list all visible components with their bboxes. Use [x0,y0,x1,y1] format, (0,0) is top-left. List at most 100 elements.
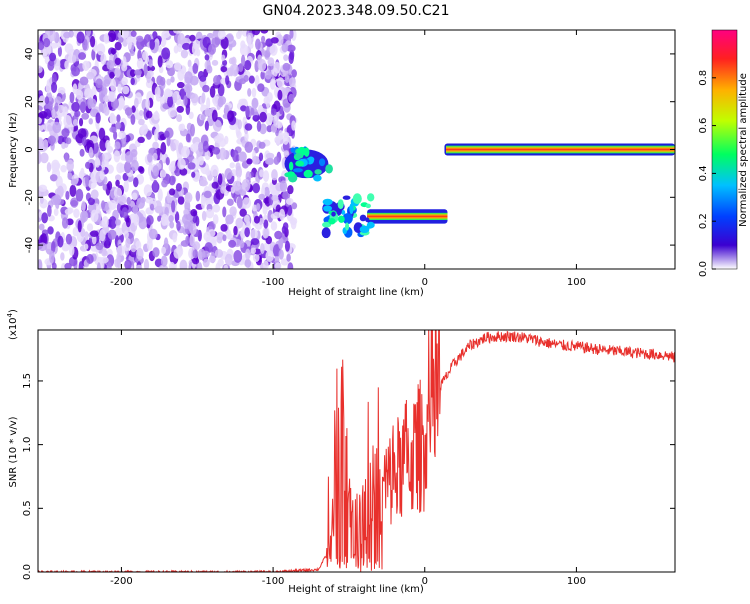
signal-patch-blob [290,147,296,153]
noise-blob [145,130,152,140]
noise-blob [197,262,203,269]
noise-blob [149,39,156,50]
noise-blob [65,137,72,145]
noise-blob [243,74,249,83]
noise-blob [165,60,174,69]
noise-blob [258,152,264,162]
noise-blob [168,188,176,196]
signal-band-blob [337,199,344,210]
noise-blob [143,258,150,269]
noise-blob [260,70,266,80]
noise-blob [205,208,215,219]
noise-blob [130,77,135,86]
noise-blob [89,230,99,237]
noise-blob [109,71,115,79]
signal-band-blob [337,215,345,223]
noise-blob [89,98,97,108]
y-tick-label: 0 [24,146,35,152]
noise-blob [66,159,74,172]
noise-blob [248,75,255,84]
noise-blob [152,141,159,150]
noise-blob [121,207,129,219]
noise-blob [287,262,294,269]
noise-blob [152,111,160,121]
noise-blob [145,97,150,110]
noise-blob [260,30,269,34]
noise-blob [186,85,191,98]
noise-blob [160,141,167,155]
noise-blob [136,58,144,70]
noise-blob [282,222,289,230]
noise-blob [114,57,121,66]
signal-patch-blob [318,158,326,167]
noise-blob [189,34,196,42]
noise-blob [96,262,101,269]
noise-blob [227,110,235,122]
x-tick-label: -200 [110,576,133,587]
signal-band-blob [328,217,336,225]
noise-blob [99,170,105,181]
noise-blob [120,154,126,161]
noise-blob [224,253,233,266]
noise-blob [102,183,107,191]
noise-blob [202,84,210,93]
noise-blob [125,237,131,248]
noise-blob [212,204,221,213]
noise-blob [124,259,132,269]
noise-blob [291,69,297,78]
noise-blob [289,30,294,39]
noise-blob [138,118,145,126]
y-tick-label: 0.0 [22,564,33,580]
noise-blob [265,158,274,165]
noise-blob [291,202,298,210]
noise-blob [190,123,195,137]
signal-line-core [445,145,675,154]
noise-blob [255,38,261,51]
noise-blob [114,227,124,236]
noise-blob [221,54,226,62]
signal-band-core [367,212,448,221]
noise-blob [64,262,72,269]
noise-blob [247,88,252,97]
noise-blob [125,151,134,164]
noise-blob [212,214,219,225]
signal-patch-blob [313,174,322,182]
x-tick-label: 100 [567,277,586,288]
noise-blob [190,93,199,104]
noise-blob [80,228,86,238]
noise-blob [138,109,144,116]
noise-blob [157,215,162,222]
colorbar-gradient [711,29,738,270]
noise-blob [137,136,145,144]
noise-blob [226,198,234,206]
signal-patch-blob [286,171,296,178]
spectrogram-heatmap [38,30,675,269]
signal-band-blob [322,198,333,206]
noise-blob [264,112,274,126]
noise-blob [165,89,173,98]
noise-blob [204,242,213,253]
noise-blob [185,133,191,143]
noise-blob [38,242,47,252]
noise-blob [172,92,178,104]
noise-blob [244,141,254,153]
noise-blob [43,37,51,48]
noise-blob [146,215,154,226]
noise-blob [145,196,154,204]
noise-blob [114,41,122,51]
noise-blob [222,59,228,66]
noise-blob [222,206,227,218]
noise-blob [213,75,221,86]
spectrogram-y-label: Frequency (Hz) [8,112,19,188]
noise-blob [64,60,69,70]
noise-blob [200,196,206,210]
noise-blob [199,179,208,187]
noise-blob [239,44,249,57]
noise-blob [130,30,137,37]
x-tick-label: -100 [262,277,285,288]
noise-blob [134,69,143,76]
noise-blob [288,77,296,87]
noise-blob [122,85,130,95]
noise-blob [159,76,166,86]
noise-blob [68,30,74,38]
